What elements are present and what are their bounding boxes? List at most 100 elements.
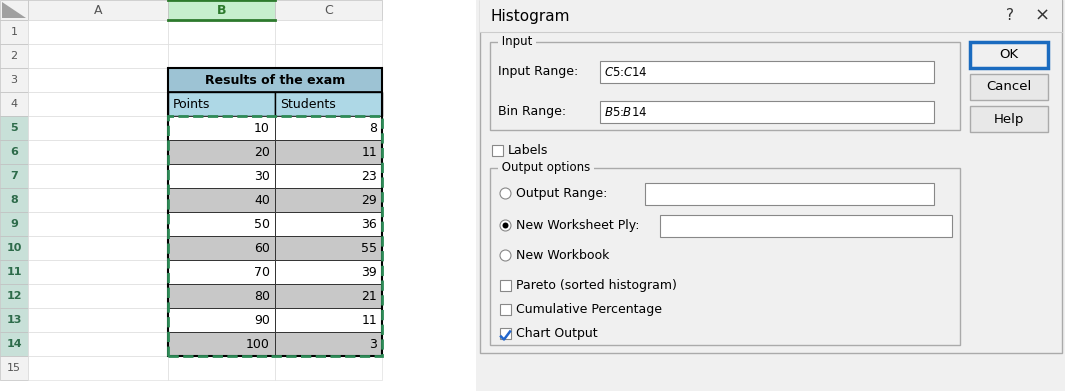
Text: Pareto (sorted histogram): Pareto (sorted histogram) — [517, 279, 677, 292]
Text: B: B — [217, 4, 226, 16]
Bar — [168, 44, 275, 68]
Bar — [275, 164, 382, 188]
Bar — [936, 185, 945, 194]
Bar — [0, 164, 28, 188]
Bar — [28, 116, 168, 140]
Bar — [275, 236, 382, 260]
Bar — [168, 332, 275, 356]
Bar — [934, 183, 956, 204]
Bar — [0, 308, 28, 332]
Bar — [168, 308, 275, 332]
Text: 30: 30 — [255, 170, 271, 183]
Bar — [945, 63, 953, 72]
Bar — [0, 116, 28, 140]
Bar — [934, 101, 956, 123]
Text: 50: 50 — [253, 217, 271, 231]
Bar — [945, 113, 953, 121]
Text: 8: 8 — [368, 122, 377, 135]
Text: 39: 39 — [361, 265, 377, 278]
Text: $C$5:$C$14: $C$5:$C$14 — [604, 66, 648, 79]
Text: C: C — [324, 4, 333, 16]
Text: 23: 23 — [361, 170, 377, 183]
Bar — [168, 68, 382, 356]
Bar — [0, 0, 476, 391]
Bar — [168, 236, 275, 260]
Bar — [28, 356, 168, 380]
Bar — [0, 284, 28, 308]
Bar — [28, 284, 168, 308]
Bar — [970, 74, 1048, 100]
Bar — [168, 332, 275, 356]
Text: 21: 21 — [361, 289, 377, 303]
Bar — [168, 188, 275, 212]
Bar — [28, 164, 168, 188]
Bar — [28, 308, 168, 332]
Bar — [275, 332, 382, 356]
Bar — [945, 104, 953, 112]
Bar — [275, 140, 382, 164]
Text: 12: 12 — [6, 291, 21, 301]
Bar — [168, 140, 275, 164]
Text: 3: 3 — [370, 337, 377, 350]
Text: 7: 7 — [11, 171, 18, 181]
Text: 15: 15 — [7, 363, 21, 373]
Bar — [28, 140, 168, 164]
Bar — [275, 188, 382, 212]
Bar — [0, 0, 28, 20]
Text: 10: 10 — [255, 122, 271, 135]
Text: Results of the exam: Results of the exam — [204, 74, 345, 86]
Bar — [28, 260, 168, 284]
Text: 4: 4 — [11, 99, 17, 109]
Bar — [28, 0, 168, 20]
Bar — [275, 356, 382, 380]
Text: 5: 5 — [11, 123, 18, 133]
Bar — [0, 20, 28, 44]
Bar — [600, 61, 934, 83]
Bar — [480, 0, 1062, 353]
Bar — [945, 185, 953, 194]
Bar — [945, 72, 953, 81]
Bar — [0, 92, 28, 116]
Text: Help: Help — [994, 113, 1025, 126]
Bar — [168, 68, 275, 92]
Text: Histogram: Histogram — [490, 9, 570, 23]
Bar — [168, 164, 275, 188]
Text: Bin Range:: Bin Range: — [498, 106, 567, 118]
Text: ?: ? — [1006, 9, 1014, 23]
Bar — [168, 140, 275, 164]
Bar — [936, 104, 945, 112]
Bar — [0, 212, 28, 236]
Bar — [275, 20, 382, 44]
Bar — [168, 164, 275, 188]
Bar — [499, 328, 511, 339]
Bar — [275, 116, 382, 140]
Text: Cumulative Percentage: Cumulative Percentage — [517, 303, 662, 316]
Bar — [168, 0, 275, 20]
Bar — [28, 332, 168, 356]
Circle shape — [499, 188, 511, 199]
Text: New Worksheet Ply:: New Worksheet Ply: — [517, 219, 639, 232]
Circle shape — [499, 220, 511, 231]
Text: 11: 11 — [6, 267, 21, 277]
Text: Cancel: Cancel — [986, 81, 1032, 93]
Text: ×: × — [1034, 7, 1050, 25]
Text: 20: 20 — [255, 145, 271, 158]
Bar — [275, 308, 382, 332]
Text: 70: 70 — [253, 265, 271, 278]
Bar — [0, 44, 28, 68]
Text: A: A — [94, 4, 102, 16]
Text: 14: 14 — [6, 339, 21, 349]
Bar — [0, 332, 28, 356]
Bar — [480, 0, 1062, 32]
Bar — [275, 116, 382, 140]
Bar — [0, 356, 28, 380]
Bar — [168, 116, 275, 140]
Polygon shape — [2, 2, 26, 18]
Bar — [275, 188, 382, 212]
Text: OK: OK — [999, 48, 1018, 61]
Bar — [275, 92, 382, 116]
Bar — [168, 260, 275, 284]
Bar — [28, 20, 168, 44]
Bar — [275, 308, 382, 332]
Text: 3: 3 — [11, 75, 17, 85]
